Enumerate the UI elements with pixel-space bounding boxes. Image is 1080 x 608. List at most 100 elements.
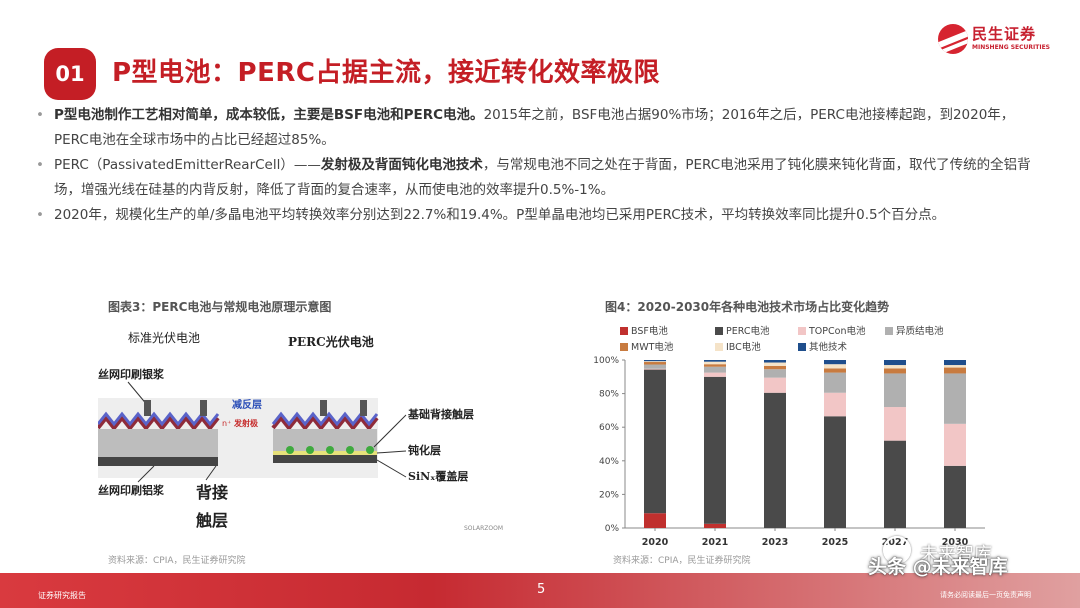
bar-segment <box>764 362 786 366</box>
brand-logo: 民生证券 MINSHENG SECURITIES <box>938 22 1058 56</box>
label-silver-paste: 丝网印刷银浆 <box>98 367 165 381</box>
bar-segment <box>764 365 786 370</box>
legend-swatch <box>885 327 893 335</box>
bar-segment <box>944 373 966 424</box>
x-tick-label: 2030 <box>942 537 969 548</box>
y-tick-label: 100% <box>593 356 619 366</box>
diagram-credit: SOLARZOOM <box>464 525 503 532</box>
bar-segment <box>764 377 786 393</box>
bar-segment <box>884 407 906 441</box>
bar-segment <box>644 369 666 514</box>
legend-label: 其他技术 <box>809 341 848 353</box>
chart-axes: 0% 20% 40% 60% 80% 100% <box>593 356 985 534</box>
legend-swatch <box>620 343 628 351</box>
watermark-logo-icon <box>883 536 911 564</box>
legend-label: PERC电池 <box>726 325 770 337</box>
bar-segment <box>824 372 846 393</box>
y-tick-label: 60% <box>599 423 619 433</box>
y-tick-label: 0% <box>605 524 620 534</box>
label-perc-cell: PERC光伏电池 <box>288 334 374 349</box>
page-number: 5 <box>537 582 546 597</box>
logo-mark-icon <box>938 24 968 54</box>
bar-segment <box>704 523 726 528</box>
bar-segment <box>884 368 906 374</box>
watermark-side: 未来智库 <box>920 544 992 565</box>
tech-share-chart: BSF电池 PERC电池 TOPCon电池 异质结电池 MWT电池 IBC电池 其他技术 0… <box>593 325 985 548</box>
label-sinx: SiNₓ覆盖层 <box>408 469 468 483</box>
perc-diagram: 标准光伏电池 PERC光伏电池 丝网印刷银浆 减反层 n⁺ 发射极 基础背接触层… <box>98 331 503 532</box>
chart-bars <box>644 360 966 528</box>
y-tick-label: 20% <box>599 490 619 500</box>
bar-segment <box>824 368 846 373</box>
label-emitter: 发射极 <box>233 418 258 428</box>
bar-segment <box>704 366 726 373</box>
logo-name-en: MINSHENG SECURITIES <box>972 44 1050 51</box>
bar-segment <box>944 423 966 466</box>
label-back-contact-1: 背接 <box>196 483 228 502</box>
bar-segment <box>704 372 726 377</box>
label-aluminum-paste: 丝网印刷铝浆 <box>98 483 165 497</box>
legend-swatch <box>798 343 806 351</box>
legend-label: MWT电池 <box>631 341 674 353</box>
y-tick-label: 40% <box>599 457 619 467</box>
x-tick-label: 2025 <box>822 537 848 548</box>
footer-bar <box>0 573 1080 608</box>
bar-segment <box>764 392 786 528</box>
x-tick-label: 2020 <box>642 537 669 548</box>
watermark-main: 头条 @未来智库 <box>868 556 1008 578</box>
bar-segment <box>644 361 666 363</box>
bar-segment <box>884 373 906 408</box>
legend-swatch <box>715 327 723 335</box>
bar-segment <box>704 360 726 362</box>
label-back-contact-2: 触层 <box>195 511 228 530</box>
bar-segment <box>764 360 786 363</box>
bar-segment <box>824 360 846 365</box>
footer-report-label: 证券研究报告 <box>38 591 86 600</box>
bar-segment <box>824 392 846 417</box>
bullet-item: PERC（PassivatedEmitterRearCell）——发射极及背面钝… <box>34 153 1044 203</box>
label-antireflect: 减反层 <box>232 398 262 411</box>
x-tick-label: 2023 <box>762 537 788 548</box>
bullet-text: ，与常规电池不同之处在于背面，PERC电池采用了钝化膜来钝化背面，取代了传统的全… <box>54 157 1031 198</box>
bar-segment <box>644 513 666 528</box>
section-number-badge: 01 <box>44 48 96 100</box>
bullet-text: 2020年，规模化生产的单/多晶电池平均转换效率分别达到22.7%和19.4%。… <box>54 207 946 223</box>
label-base-contact: 基础背接触层 <box>407 407 474 421</box>
bar-segment <box>944 365 966 368</box>
bar-segment <box>944 360 966 366</box>
bullet-bold: 发射极及背面钝化电池技术 <box>320 157 483 173</box>
label-emitter-n: n⁺ <box>222 419 231 428</box>
legend-swatch <box>715 343 723 351</box>
figure3-title: 图表3：PERC电池与常规电池原理示意图 <box>108 300 332 314</box>
chart-legend: BSF电池 PERC电池 TOPCon电池 异质结电池 MWT电池 IBC电池 其他技术 <box>620 325 944 353</box>
x-tick-label: 2021 <box>702 537 728 548</box>
bar-segment <box>644 364 666 369</box>
figure3-source: 资料来源：CPIA，民生证券研究院 <box>108 556 246 566</box>
figure4-title: 图4：2020-2030年各种电池技术市场占比变化趋势 <box>605 300 890 314</box>
page-title: P型电池：PERC占据主流，接近转化效率极限 <box>112 58 660 88</box>
bullet-list: P型电池制作工艺相对简单，成本较低，主要是BSF电池和PERC电池。2015年之… <box>34 103 1044 228</box>
legend-label: BSF电池 <box>631 325 668 337</box>
footer-disclaimer: 请务必阅读最后一页免责声明 <box>940 591 1031 599</box>
label-standard-cell: 标准光伏电池 <box>128 331 200 345</box>
bullet-text: 2015年之前，BSF电池占据90%市场；2016年之后，PERC电池接棒起跑，… <box>54 107 1015 148</box>
bar-segment <box>644 368 666 370</box>
legend-swatch <box>798 327 806 335</box>
bar-segment <box>944 367 966 374</box>
bar-segment <box>764 369 786 378</box>
bar-segment <box>824 364 846 369</box>
y-tick-label: 80% <box>599 390 619 400</box>
logo-name-cn: 民生证券 <box>972 25 1037 43</box>
bar-segment <box>704 364 726 367</box>
bullet-item: 2020年，规模化生产的单/多晶电池平均转换效率分别达到22.7%和19.4%。… <box>34 203 1044 228</box>
legend-swatch <box>620 327 628 335</box>
bullet-item: P型电池制作工艺相对简单，成本较低，主要是BSF电池和PERC电池。2015年之… <box>34 103 1044 153</box>
bar-segment <box>824 416 846 528</box>
bar-segment <box>884 365 906 369</box>
bullet-bold: P型电池制作工艺相对简单，成本较低，主要是BSF电池和PERC电池。 <box>54 107 484 123</box>
legend-label: IBC电池 <box>726 341 761 353</box>
bar-segment <box>884 360 906 366</box>
legend-label: TOPCon电池 <box>808 325 866 337</box>
bar-segment <box>644 360 666 362</box>
legend-label: 异质结电池 <box>896 325 944 337</box>
